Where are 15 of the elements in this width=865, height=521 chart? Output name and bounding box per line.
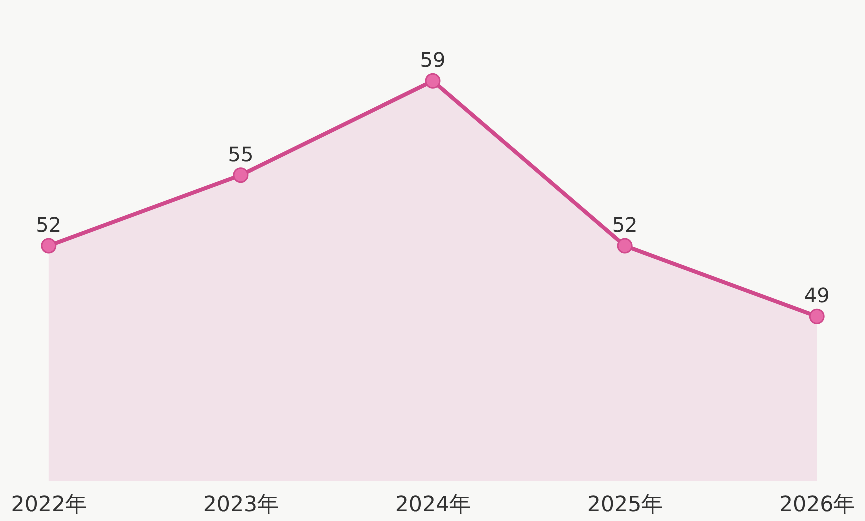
point xyxy=(41,238,57,254)
point xyxy=(617,238,633,254)
data-label: 59 xyxy=(420,48,446,72)
point xyxy=(425,73,441,89)
data-label: 49 xyxy=(804,284,830,308)
x-tick-label: 2026年 xyxy=(779,492,855,518)
x-tick-label: 2025年 xyxy=(587,492,663,518)
point xyxy=(809,308,825,324)
x-tick-label: 2024年 xyxy=(395,492,471,518)
x-tick-label: 2022年 xyxy=(11,492,87,518)
data-label: 52 xyxy=(612,213,638,237)
data-label: 55 xyxy=(228,142,254,166)
data-label: 52 xyxy=(36,213,62,237)
point xyxy=(233,168,249,184)
x-tick-label: 2023年 xyxy=(203,492,279,518)
